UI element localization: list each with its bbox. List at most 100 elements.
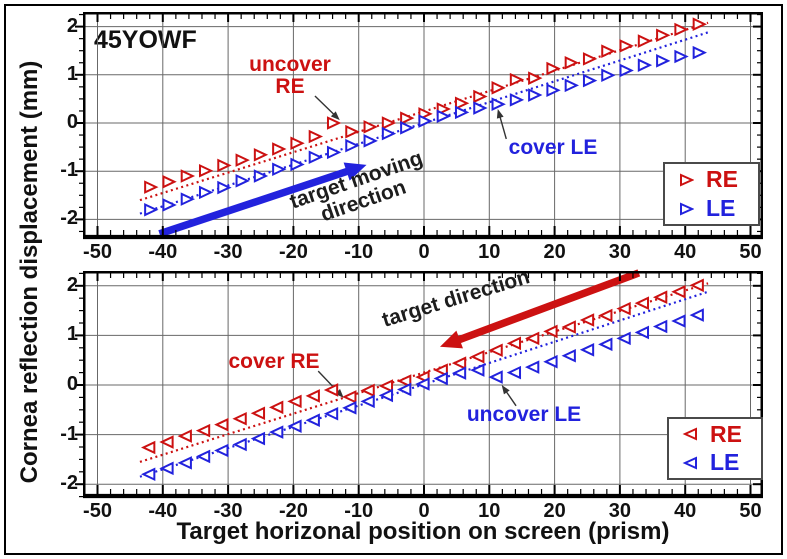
- data-point-le: [415, 377, 430, 391]
- data-point-le: [528, 88, 543, 102]
- data-point-le: [232, 437, 247, 452]
- pointer-arrow-head: [501, 385, 510, 395]
- x-tick-label: -30: [213, 500, 243, 522]
- y-tick-label: 2: [66, 14, 78, 37]
- data-point-le: [198, 185, 214, 200]
- data-point-le: [308, 150, 324, 165]
- legend-bottom: RE LE: [667, 417, 763, 480]
- annotation-cover-re: cover RE: [228, 350, 320, 374]
- data-point-re: [198, 163, 214, 178]
- data-point-re: [451, 356, 467, 370]
- re-triangle-right-shape: [680, 172, 694, 187]
- data-point-re: [177, 429, 192, 443]
- data-point-le: [451, 366, 467, 380]
- data-point-re: [323, 383, 339, 397]
- data-point-re: [232, 411, 247, 426]
- data-point-le: [561, 348, 576, 363]
- data-point-re: [524, 331, 540, 346]
- y-tick-label: -2: [60, 207, 78, 230]
- le-triangle-right-icon: [680, 201, 694, 216]
- legend-re-label: RE: [710, 420, 742, 447]
- data-point-le: [177, 456, 192, 470]
- data-point-le: [543, 354, 558, 369]
- annotation-cover-le: cover LE: [508, 136, 598, 160]
- data-point-re: [564, 55, 580, 70]
- y-tick-label: 1: [66, 323, 78, 346]
- data-point-re: [214, 417, 229, 432]
- data-point-le: [579, 343, 595, 357]
- annotation-uncover-re-line2: RE: [275, 75, 305, 98]
- data-point-re: [159, 435, 174, 449]
- y-tick-label: -1: [60, 422, 78, 445]
- annotation-uncover-re: uncover RE: [249, 54, 331, 98]
- target-direction-arrow-shaft: [457, 269, 641, 344]
- data-point-le: [162, 198, 177, 212]
- data-point-re: [363, 120, 378, 134]
- data-point-le: [491, 97, 506, 111]
- data-point-re: [598, 308, 613, 323]
- data-point-re: [543, 324, 558, 339]
- data-point-re: [616, 301, 631, 316]
- data-point-le: [546, 83, 561, 98]
- data-point-le: [506, 365, 522, 380]
- data-point-re: [250, 406, 266, 421]
- data-point-le: [634, 325, 650, 340]
- data-point-le: [214, 443, 229, 458]
- data-point-le: [250, 431, 266, 446]
- data-point-le: [470, 363, 485, 377]
- x-tick-label: 0: [418, 500, 430, 522]
- x-tick-label: 20: [543, 500, 566, 522]
- data-point-le: [235, 174, 250, 188]
- y-tick-label: 0: [66, 373, 78, 395]
- x-tick-label: 10: [478, 241, 501, 263]
- data-point-re: [473, 89, 488, 104]
- x-tick-label: -30: [213, 241, 243, 263]
- data-point-re: [652, 290, 668, 304]
- data-point-re: [689, 278, 704, 293]
- x-tick-label: -20: [278, 500, 308, 522]
- pointer-arrow-shaft: [505, 391, 517, 407]
- data-point-re: [396, 374, 412, 388]
- data-point-re: [692, 17, 707, 31]
- y-tick-label: 1: [66, 62, 78, 85]
- data-point-re: [656, 28, 671, 43]
- data-point-re: [235, 153, 250, 167]
- y-tick-label: 2: [66, 273, 78, 296]
- x-tick-label: 30: [608, 500, 632, 522]
- legend-top: RE LE: [663, 162, 760, 226]
- le-triangle-left-shape: [682, 456, 697, 470]
- x-tick-label: -10: [344, 500, 374, 522]
- data-point-le: [342, 401, 357, 415]
- data-point-le: [268, 425, 284, 439]
- data-point-le: [436, 109, 452, 124]
- data-point-re: [491, 81, 506, 95]
- pointer-arrow-shaft: [314, 95, 335, 116]
- x-tick-label: -40: [148, 241, 178, 263]
- data-point-le: [564, 78, 580, 93]
- x-tick-label: 40: [674, 241, 697, 263]
- data-point-re: [253, 148, 269, 162]
- annotation-uncover-le: uncover LE: [466, 403, 582, 427]
- data-point-re: [308, 129, 324, 144]
- data-point-re: [144, 180, 159, 194]
- x-tick-label: -10: [344, 241, 374, 263]
- data-point-re: [381, 116, 397, 130]
- data-point-le: [616, 331, 631, 346]
- legend-le-label: LE: [706, 195, 736, 221]
- target-direction-arrow-head: [439, 330, 463, 349]
- data-point-le: [671, 314, 686, 328]
- top-panel-x-tick-labels: -50 -40 -30 -20 -10 0 10 20 30 40 50: [83, 241, 763, 263]
- data-point-le: [360, 394, 375, 409]
- le-triangle-right-shape: [680, 201, 694, 216]
- data-point-le: [598, 337, 613, 352]
- data-point-re: [287, 394, 302, 409]
- data-point-re: [195, 423, 211, 438]
- x-tick-label: 40: [674, 500, 697, 522]
- data-point-le: [488, 370, 503, 384]
- data-point-le: [272, 162, 287, 177]
- data-point-le: [656, 54, 671, 68]
- data-point-le: [396, 382, 412, 397]
- data-point-le: [195, 449, 211, 464]
- data-point-le: [619, 63, 634, 78]
- data-point-le: [509, 93, 525, 107]
